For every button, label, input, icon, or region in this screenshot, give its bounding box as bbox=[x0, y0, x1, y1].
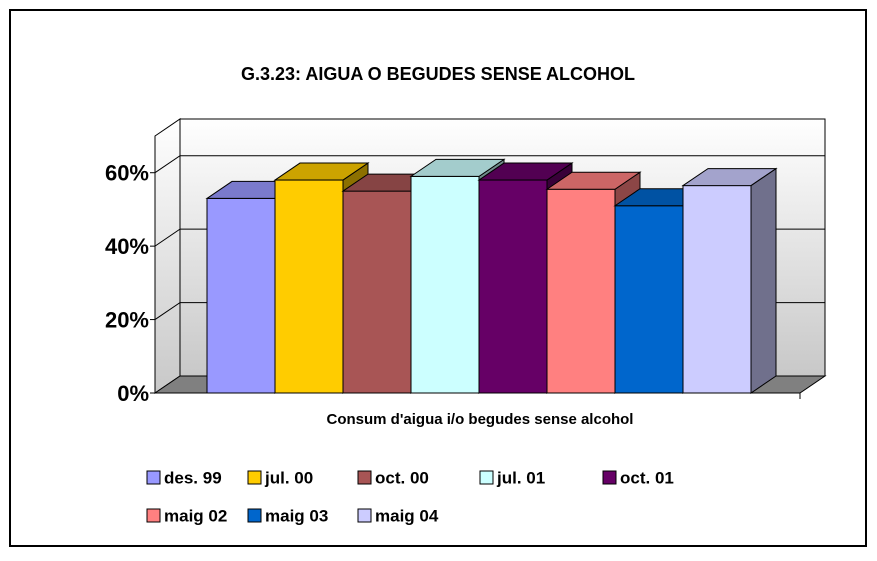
legend-swatch bbox=[146, 470, 161, 485]
bar bbox=[206, 197, 276, 394]
bar-top bbox=[681, 168, 778, 187]
bar bbox=[274, 179, 344, 394]
y-tick-label: 20% bbox=[105, 307, 149, 332]
legend-label: jul. 01 bbox=[496, 468, 545, 487]
chart-title: G.3.23: AIGUA O BEGUDES SENSE ALCOHOL bbox=[241, 64, 635, 84]
legend-swatch bbox=[479, 470, 494, 485]
bar bbox=[410, 175, 480, 394]
legend-label: maig 03 bbox=[265, 506, 328, 525]
bar bbox=[682, 185, 752, 394]
legend-swatch bbox=[247, 470, 262, 485]
bar bbox=[342, 190, 412, 394]
legend-swatch bbox=[247, 508, 262, 523]
legend-label: jul. 00 bbox=[264, 468, 313, 487]
bar-top bbox=[409, 158, 506, 177]
legend-swatch bbox=[146, 508, 161, 523]
legend-label: oct. 01 bbox=[620, 468, 674, 487]
bar-top bbox=[545, 171, 642, 190]
y-tick-label: 0% bbox=[117, 381, 149, 406]
y-tick-label: 60% bbox=[105, 161, 149, 186]
y-tick-label: 40% bbox=[105, 234, 149, 259]
bar-top bbox=[477, 162, 574, 181]
side-wall bbox=[154, 118, 181, 394]
grid-line bbox=[154, 155, 825, 174]
legend-label: oct. 00 bbox=[375, 468, 429, 487]
legend-swatch bbox=[357, 508, 372, 523]
bar-top bbox=[273, 162, 370, 181]
legend-swatch bbox=[602, 470, 617, 485]
x-axis-label: Consum d'aigua i/o begudes sense alcohol bbox=[327, 411, 634, 428]
bar-side bbox=[750, 167, 777, 394]
bar bbox=[546, 188, 616, 394]
legend-label: des. 99 bbox=[164, 468, 222, 487]
legend-label: maig 04 bbox=[375, 506, 439, 525]
bar bbox=[614, 205, 684, 394]
bar bbox=[478, 179, 548, 394]
legend-label: maig 02 bbox=[164, 506, 227, 525]
legend-swatch bbox=[357, 470, 372, 485]
